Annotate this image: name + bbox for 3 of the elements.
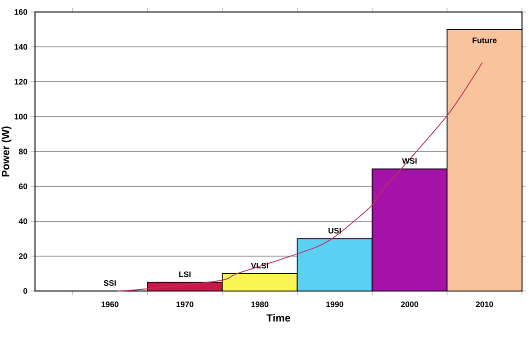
y-axis-title: Power (W)	[2, 126, 12, 176]
x-axis-title: Time	[266, 314, 290, 322]
line-series	[116, 62, 483, 292]
